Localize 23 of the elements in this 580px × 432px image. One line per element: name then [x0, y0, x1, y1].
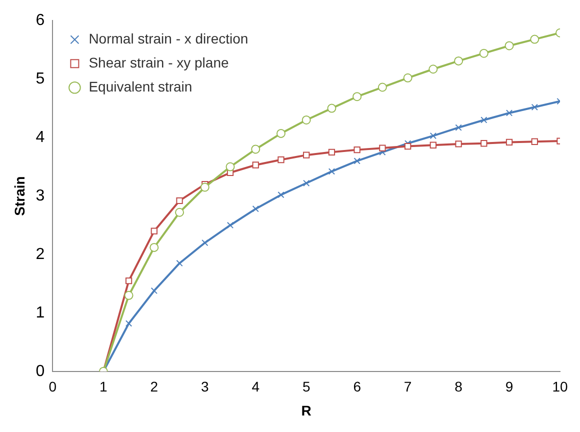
x-tick-label: 2	[150, 378, 158, 395]
x-axis-title: R	[301, 402, 312, 418]
x-tick-label: 5	[302, 378, 310, 395]
y-tick-label: 1	[36, 304, 45, 322]
y-tick-label: 3	[36, 187, 45, 204]
y-tick-label: 5	[36, 70, 45, 88]
legend-label: Equivalent strain	[88, 78, 192, 94]
x-tick-label: 6	[353, 378, 362, 395]
x-tick-label: 3	[200, 378, 209, 395]
y-tick-label: 6	[36, 12, 45, 30]
x-tick-label: 1	[100, 378, 108, 395]
y-tick-label: 4	[36, 128, 45, 146]
legend-label: Shear strain - xy plane	[88, 54, 229, 70]
x-tick-label: 8	[454, 378, 463, 395]
x-tick-label: 4	[252, 378, 260, 395]
x-tick-label: 9	[505, 378, 514, 395]
y-tick-label: 0	[36, 362, 45, 380]
y-tick-label: 2	[36, 246, 45, 263]
x-tick-label: 10	[552, 378, 568, 395]
y-axis-title: Strain	[11, 176, 28, 216]
legend-label: Normal strain - x direction	[88, 30, 248, 46]
x-tick-label: 7	[404, 378, 412, 395]
x-tick-label: 0	[48, 378, 57, 395]
